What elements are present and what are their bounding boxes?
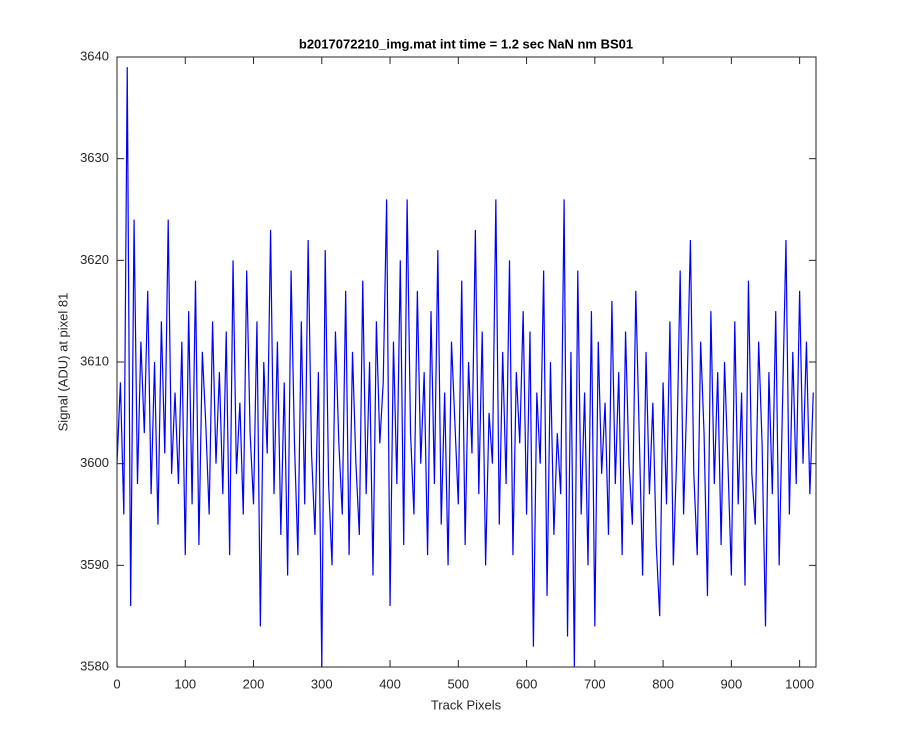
x-tick-label: 900 xyxy=(721,676,743,691)
x-axis-label: Track Pixels xyxy=(431,697,502,712)
y-tick-label: 3620 xyxy=(80,252,109,267)
x-tick-label: 200 xyxy=(243,676,265,691)
x-tick-label: 700 xyxy=(584,676,606,691)
x-tick-label: 1000 xyxy=(785,676,814,691)
chart-title: b2017072210_img.mat int time = 1.2 sec N… xyxy=(299,36,633,51)
x-tick-label: 0 xyxy=(113,676,120,691)
y-tick-label: 3630 xyxy=(80,150,109,165)
x-tick-label: 400 xyxy=(379,676,401,691)
y-tick-label: 3580 xyxy=(80,658,109,673)
x-tick-label: 500 xyxy=(447,676,469,691)
x-tick-label: 300 xyxy=(311,676,333,691)
plot-frame xyxy=(116,56,817,668)
y-axis-label: Signal (ADU) at pixel 81 xyxy=(55,293,70,432)
y-tick-label: 3590 xyxy=(80,557,109,572)
x-tick-label: 100 xyxy=(174,676,196,691)
x-tick-label: 800 xyxy=(652,676,674,691)
y-tick-label: 3640 xyxy=(80,48,109,63)
x-tick-label: 600 xyxy=(516,676,538,691)
y-tick-label: 3610 xyxy=(80,353,109,368)
y-tick-label: 3600 xyxy=(80,455,109,470)
data-line xyxy=(116,67,814,668)
